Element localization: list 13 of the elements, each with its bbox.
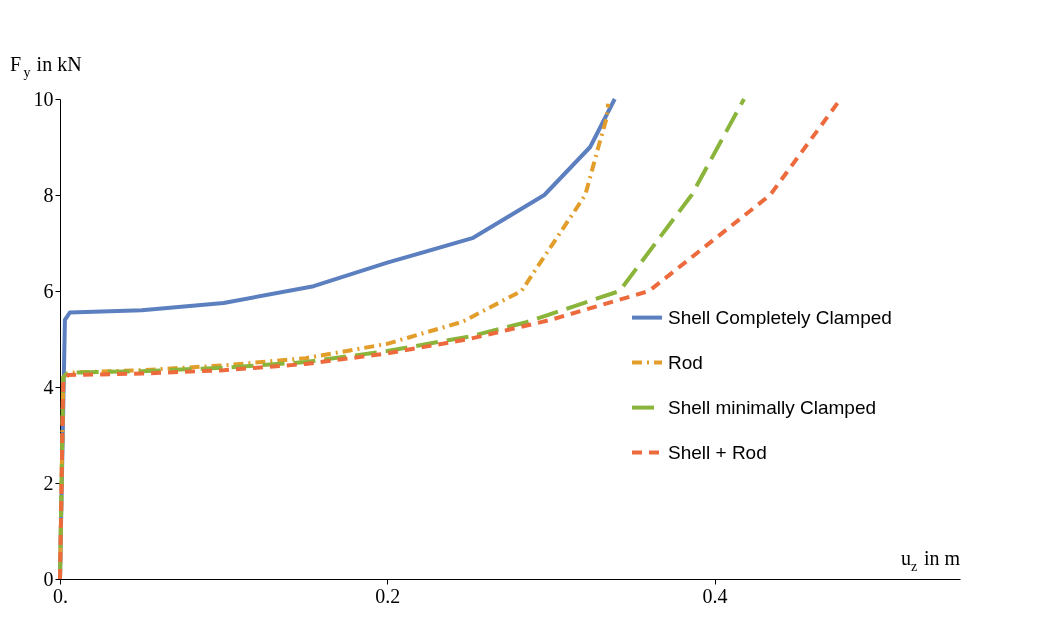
legend-label: Rod: [668, 351, 703, 373]
y-tick-label: 0: [43, 567, 54, 590]
y-tick-label: 4: [43, 375, 54, 398]
x-tick-label: 0.2: [375, 584, 401, 607]
y-tick-label: 6: [43, 279, 54, 302]
x-tick-label: 0.: [53, 584, 68, 607]
y-tick-label: 8: [43, 183, 54, 206]
legend-label: Shell + Rod: [668, 441, 767, 463]
x-tick-label: 0.4: [702, 584, 728, 607]
legend-label: Shell minimally Clamped: [668, 396, 877, 418]
legend-label: Shell Completely Clamped: [668, 306, 892, 328]
y-tick-label: 10: [33, 87, 54, 110]
y-tick-label: 2: [43, 471, 54, 494]
